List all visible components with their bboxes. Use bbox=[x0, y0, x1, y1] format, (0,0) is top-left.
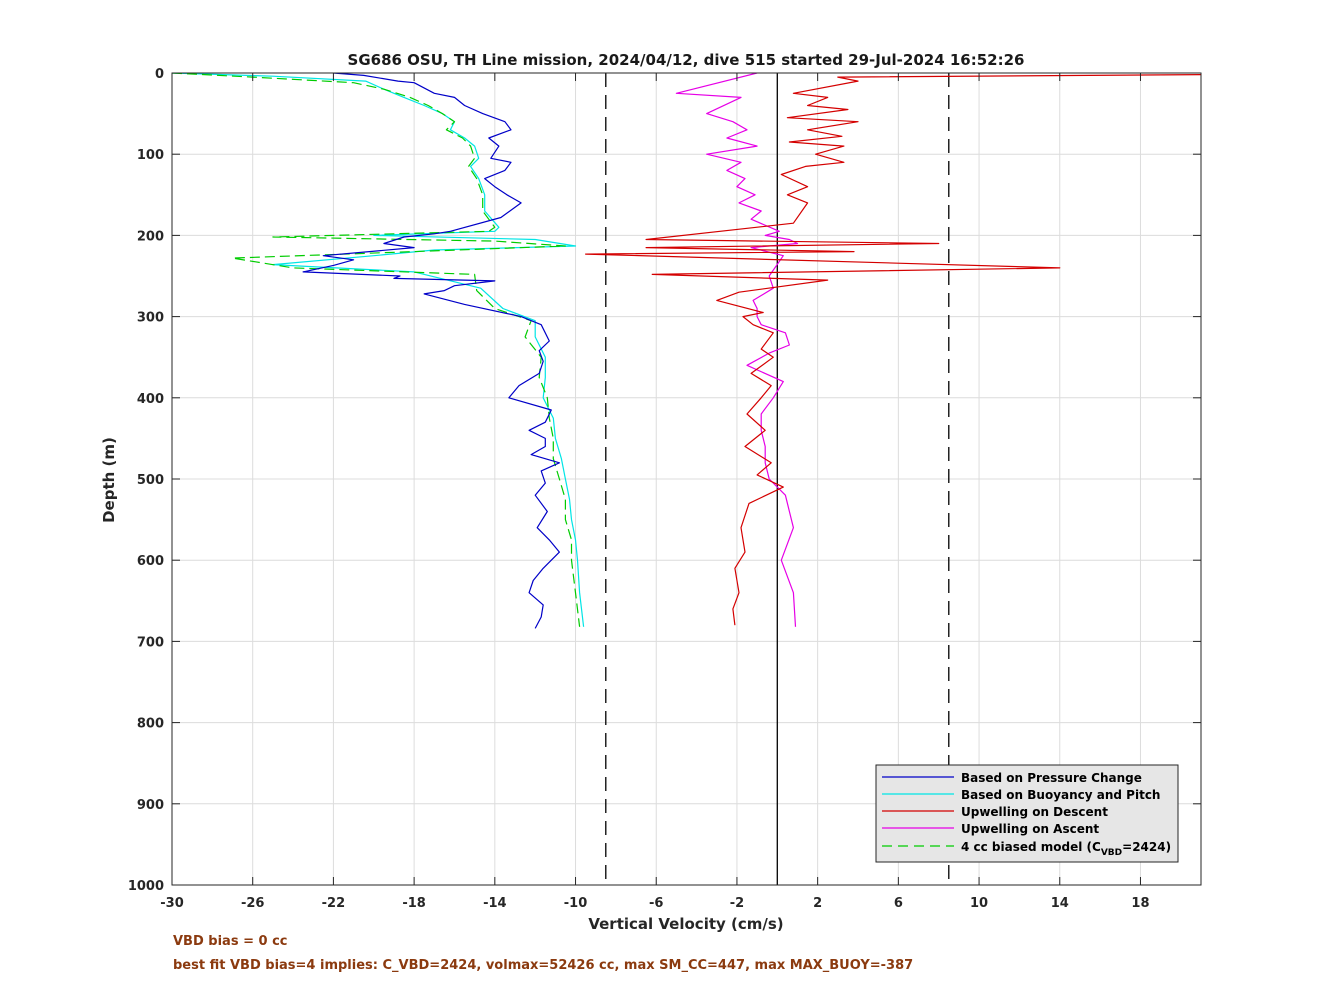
y-tick-label: 200 bbox=[137, 229, 164, 244]
x-tick-label: 10 bbox=[970, 896, 988, 911]
x-tick-label: -26 bbox=[241, 896, 265, 911]
legend-box bbox=[875, 764, 1179, 863]
x-axis-label: Vertical Velocity (cm/s) bbox=[588, 915, 783, 933]
x-tick-label: -6 bbox=[649, 896, 663, 911]
reference-lines bbox=[605, 73, 950, 885]
y-axis-label: Depth (m) bbox=[100, 437, 118, 523]
legend-label-descent: Upwelling on Descent bbox=[961, 805, 1108, 819]
ticks bbox=[171, 72, 1201, 886]
y-tick-label: 500 bbox=[137, 473, 164, 488]
x-tick-label: 14 bbox=[1051, 896, 1069, 911]
best-fit-note: best fit VBD bias=4 implies: C_VBD=2424,… bbox=[173, 958, 914, 973]
vbd-bias-note: VBD bias = 0 cc bbox=[173, 934, 288, 949]
y-tick-label: 0 bbox=[155, 67, 164, 82]
y-tick-labels: 0 100 200 300 400 500 600 700 800 900 1000 bbox=[128, 67, 164, 894]
series-line-4 bbox=[172, 73, 581, 627]
legend-label-model-sub: VBD bbox=[1101, 848, 1122, 858]
series-line-0 bbox=[302, 73, 561, 629]
y-tick-label: 800 bbox=[137, 717, 164, 732]
y-tick-label: 600 bbox=[137, 554, 164, 569]
series-line-2 bbox=[584, 74, 1201, 626]
legend-label-model: 4 cc biased model (CVBD=2424) bbox=[961, 840, 1171, 858]
legend-label-pressure: Based on Pressure Change bbox=[961, 771, 1142, 785]
x-tick-label: -30 bbox=[160, 896, 184, 911]
x-tick-label: -2 bbox=[730, 896, 744, 911]
x-tick-label: -10 bbox=[564, 896, 588, 911]
legend-label-model-main: 4 cc biased model (C bbox=[961, 840, 1101, 854]
series-line-1 bbox=[172, 73, 585, 627]
x-tick-labels: -30 -26 -22 -18 -14 -10 -6 -2 2 6 10 14 18 bbox=[160, 896, 1149, 911]
legend: Based on Pressure Change Based on Buoyan… bbox=[875, 764, 1179, 863]
y-tick-label: 900 bbox=[137, 798, 164, 813]
legend-label-ascent: Upwelling on Ascent bbox=[961, 822, 1099, 836]
chart-title: SG686 OSU, TH Line mission, 2024/04/12, … bbox=[348, 51, 1025, 69]
y-tick-label: 700 bbox=[137, 635, 164, 650]
grid bbox=[171, 72, 1201, 886]
series-line-3 bbox=[675, 73, 799, 627]
legend-label-buoyancy: Based on Buoyancy and Pitch bbox=[961, 788, 1160, 802]
x-tick-label: -22 bbox=[322, 896, 346, 911]
y-tick-label: 1000 bbox=[128, 879, 164, 894]
y-tick-label: 100 bbox=[137, 148, 164, 163]
y-tick-label: 300 bbox=[137, 311, 164, 326]
x-tick-label: 18 bbox=[1131, 896, 1149, 911]
x-tick-label: 2 bbox=[813, 896, 822, 911]
x-tick-label: 6 bbox=[894, 896, 903, 911]
y-tick-label: 400 bbox=[137, 392, 164, 407]
x-tick-label: -14 bbox=[483, 896, 507, 911]
series-lines bbox=[172, 73, 1201, 629]
legend-label-model-tail: =2424) bbox=[1122, 840, 1171, 854]
x-tick-label: -18 bbox=[402, 896, 426, 911]
